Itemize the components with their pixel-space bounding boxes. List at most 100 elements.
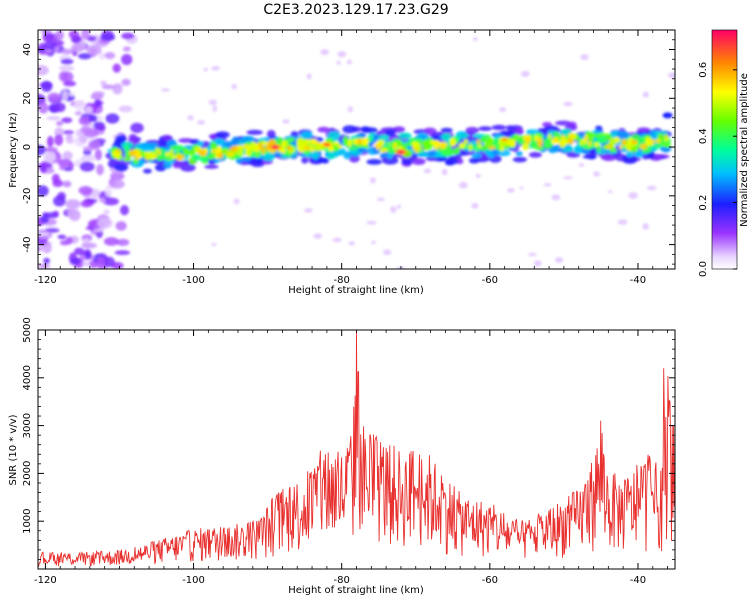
heatmap-cell: [58, 65, 75, 72]
heatmap-cell: [103, 237, 119, 246]
heatmap-cell: [551, 137, 560, 145]
heatmap-cell: [346, 59, 353, 65]
heatmap-cell: [114, 163, 129, 172]
y-tick-label: 1000: [22, 508, 33, 533]
heatmap-cell: [476, 139, 481, 144]
heatmap-cell: [595, 125, 603, 131]
heatmap-cell: [197, 120, 206, 125]
heatmap-cell: [161, 134, 173, 142]
heatmap-cell: [343, 151, 352, 160]
heatmap-cell: [616, 130, 630, 139]
heatmap-cell: [574, 146, 583, 154]
heatmap-cell: [67, 138, 75, 144]
heatmap-cell: [565, 147, 573, 152]
heatmap-cell: [626, 151, 634, 158]
heatmap-cell: [61, 117, 73, 124]
heatmap-cell: [605, 144, 612, 149]
heatmap-cell: [68, 162, 75, 169]
heatmap-cell: [115, 221, 127, 231]
heatmap-cell: [472, 37, 478, 42]
heatmap-cell: [312, 152, 320, 160]
heatmap-cell: [366, 220, 377, 225]
y-tick-label: 40: [22, 43, 33, 56]
heatmap-cell: [286, 145, 293, 151]
heatmap-cell: [277, 137, 283, 146]
heatmap-cell: [241, 135, 256, 144]
heatmap-cell: [199, 154, 209, 163]
heatmap-cell: [70, 35, 81, 44]
heatmap-cell: [455, 158, 464, 165]
heatmap-cell: [213, 157, 221, 163]
heatmap-cell: [246, 129, 263, 135]
heatmap-cell: [580, 54, 589, 61]
heatmap-cell: [128, 133, 138, 142]
heatmap-cell: [642, 91, 649, 98]
y-tick-label: 5000: [22, 317, 33, 342]
heatmap-cell: [423, 168, 432, 174]
heatmap-cell: [128, 149, 137, 157]
heatmap-cell: [543, 183, 552, 187]
heatmap-cell: [114, 83, 122, 89]
heatmap-cell: [621, 138, 627, 146]
heatmap-cell: [317, 126, 331, 133]
heatmap-cell: [619, 145, 623, 150]
heatmap-cell: [332, 237, 342, 243]
heatmap-cell: [231, 84, 237, 90]
snr-x-axis: -120 -100 -80 -60 -40: [34, 330, 668, 586]
heatmap-cell: [282, 119, 290, 124]
heatmap-cell: [530, 142, 540, 149]
heatmap-cell: [642, 223, 649, 230]
heatmap-cell: [515, 151, 523, 157]
heatmap-cell: [96, 256, 106, 268]
heatmap-cell: [46, 115, 61, 121]
heatmap-cell: [369, 177, 376, 184]
heatmap-cell: [165, 151, 170, 157]
heatmap-cell: [628, 192, 639, 199]
heatmap-cell: [499, 107, 507, 113]
heatmap-cell: [357, 148, 368, 153]
heatmap-cell: [244, 144, 253, 152]
heatmap-cell: [479, 137, 488, 143]
heatmap-cell: [61, 90, 69, 102]
snr-x-label: Height of straight line (km): [288, 585, 424, 596]
heatmap-cell: [652, 143, 663, 149]
heatmap-cell: [511, 135, 517, 140]
heatmap-cell: [41, 214, 50, 224]
heatmap-cell: [392, 126, 405, 133]
heatmap-cell: [408, 137, 420, 142]
heatmap-cell: [38, 185, 49, 197]
heatmap-cell: [40, 30, 52, 34]
heatmap-cell: [320, 157, 330, 164]
heatmap-cell: [51, 173, 60, 184]
heatmap-cell: [103, 209, 111, 215]
heatmap-cell: [463, 139, 469, 144]
heatmap-cell: [563, 176, 573, 180]
snr-series-line: [38, 330, 675, 567]
heatmap-cell: [555, 257, 564, 263]
heatmap-cell: [376, 139, 385, 146]
heatmap-cell: [121, 78, 131, 86]
y-tick-label: 20: [22, 92, 33, 105]
heatmap-cell: [105, 113, 120, 124]
heatmap-cell: [560, 138, 569, 146]
x-tick-label: -80: [334, 575, 350, 586]
heatmap-cell: [109, 179, 125, 189]
heatmap-cell: [53, 195, 66, 207]
heatmap-cell: [525, 137, 531, 145]
heatmap-cell: [281, 140, 288, 148]
heatmap-cell: [212, 105, 218, 113]
heatmap-cell: [121, 53, 133, 66]
heatmap-cell: [390, 206, 397, 213]
x-tick-label: -60: [482, 275, 498, 286]
heatmap-cell: [528, 151, 542, 158]
x-tick-label: -100: [182, 575, 205, 586]
heatmap-y-axis: 40 20 0 -20 -40: [22, 29, 675, 265]
heatmap-cell: [296, 137, 305, 146]
colorbar-tick-label: 0.2: [698, 195, 709, 211]
heatmap-cell: [547, 133, 552, 140]
heatmap-cell: [116, 238, 130, 246]
heatmap-cell: [579, 148, 591, 154]
heatmap-cell: [617, 219, 628, 225]
heatmap-cell: [47, 92, 61, 102]
heatmap-cell: [130, 122, 144, 134]
